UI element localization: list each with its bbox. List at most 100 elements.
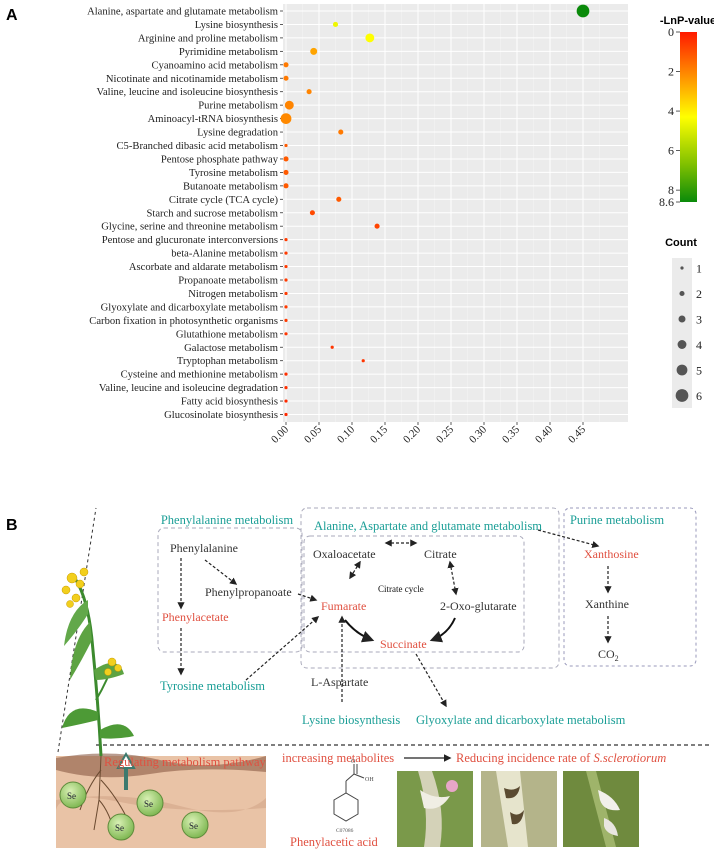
size-legend-dot xyxy=(677,340,687,349)
bubble xyxy=(283,156,289,162)
label-phenylacetic-acid: Phenylacetic acid xyxy=(290,835,379,849)
size-legend-dot xyxy=(679,290,685,297)
pathway-label: Lysine degradation xyxy=(197,128,279,139)
bubble xyxy=(306,89,312,95)
bubble xyxy=(310,47,318,55)
pathway-label: Ascorbate and aldarate metabolism xyxy=(129,262,279,273)
size-legend-label: 4 xyxy=(696,338,702,352)
pathway-label: Glucosinolate biosynthesis xyxy=(164,410,278,421)
pathway-label: Carbon fixation in photosynthetic organi… xyxy=(89,316,278,327)
pathway-label: Lysine biosynthesis xyxy=(195,20,278,31)
phenylalanine-metabolism-title: Phenylalanine metabolism xyxy=(161,513,294,527)
atom-o: O xyxy=(351,759,356,765)
metabolite-phenylalanine: Phenylalanine xyxy=(170,541,238,555)
bubble xyxy=(332,21,339,28)
bubble xyxy=(283,62,289,68)
size-legend-dot xyxy=(676,364,688,376)
size-legend-label: 6 xyxy=(696,389,702,403)
bubble xyxy=(283,169,289,175)
phenylalanine-box xyxy=(157,527,303,653)
color-bar-tick-label: 2 xyxy=(668,65,674,79)
size-legend: Count 1 2 3 4 5 6 xyxy=(665,237,702,408)
bubble xyxy=(338,129,344,135)
metabolite-succinate: Succinate xyxy=(380,637,427,651)
purine-metabolism-title: Purine metabolism xyxy=(570,513,664,527)
x-tick-label: 0.30 xyxy=(467,423,489,445)
size-legend-box xyxy=(672,258,692,408)
x-tick-label: 0.00 xyxy=(269,423,291,445)
pathway-label: Valine, leucine and isoleucine biosynthe… xyxy=(96,87,278,98)
bubble xyxy=(284,305,288,309)
size-legend-dot xyxy=(678,315,686,323)
pathway-label: Propanoate metabolism xyxy=(178,276,278,287)
color-bar xyxy=(680,32,697,202)
size-legend-label: 2 xyxy=(696,287,702,301)
bubble xyxy=(374,223,380,229)
pathway-tyrosine-metabolism: Tyrosine metabolism xyxy=(160,679,265,693)
se-label: Se xyxy=(67,791,76,801)
bubble xyxy=(336,196,342,202)
metabolite-xanthine: Xanthine xyxy=(585,597,629,611)
bubble xyxy=(284,386,288,390)
pathway-label: Glycine, serine and threonine metabolism xyxy=(101,222,279,233)
photo-plant-stem-3 xyxy=(563,771,639,847)
color-bar-tick-label: 8.6 xyxy=(659,195,674,209)
pathway-label: Arginine and proline metabolism xyxy=(138,33,279,44)
se-label: Se xyxy=(144,799,153,809)
x-tick-label: 0.15 xyxy=(368,423,390,445)
x-tick-label: 0.35 xyxy=(500,423,522,445)
pathway-label: Nicotinate and nicotinamide metabolism xyxy=(106,74,279,85)
bubble xyxy=(284,278,288,282)
color-bar-tick-label: 4 xyxy=(668,104,674,118)
pathway-label: Glutathione metabolism xyxy=(176,329,279,340)
label-increasing-metabolites: increasing metabolites xyxy=(282,751,394,765)
bubble xyxy=(284,399,288,403)
pathway-label: Valine, leucine and isoleucine degradati… xyxy=(99,383,279,394)
pathway-label: Glyoxylate and dicarboxylate metabolism xyxy=(101,302,279,313)
metabolite-fumarate: Fumarate xyxy=(321,599,366,613)
pathway-glyoxylate-metabolism: Glyoxylate and dicarboxylate metabolism xyxy=(416,713,626,727)
color-bar-tick-label: 8 xyxy=(668,183,674,197)
pathway-label: C5-Branched dibasic acid metabolism xyxy=(116,141,278,152)
bubble xyxy=(576,4,590,18)
bubble-chart: Alanine, aspartate and glutamate metabol… xyxy=(87,4,628,446)
size-legend-label: 1 xyxy=(696,262,702,276)
bubble xyxy=(284,251,288,255)
bubble xyxy=(284,318,288,322)
alanine-metabolism-title: Alanine, Aspartate and glutamate metabol… xyxy=(314,519,542,533)
pathway-label: Citrate cycle (TCA cycle) xyxy=(169,195,279,206)
color-bar-ticks: 0 2 4 6 88.6 xyxy=(659,25,680,209)
bubble xyxy=(330,345,334,349)
photo-plant-stem-1 xyxy=(397,771,473,847)
pathway-label: Cysteine and methionine metabolism xyxy=(121,370,279,381)
bubble xyxy=(284,412,288,417)
x-tick-label: 0.05 xyxy=(302,423,324,445)
panel-letter-a: A xyxy=(6,7,18,24)
photo-plant-stem-2 xyxy=(481,771,557,847)
metabolite-citrate: Citrate xyxy=(424,547,457,561)
size-legend-dot xyxy=(680,266,684,270)
pathway-label: Cyanoamino acid metabolism xyxy=(151,60,278,71)
metabolite-co2: CO2 xyxy=(598,647,619,663)
soil-surface xyxy=(56,753,266,778)
upward-arrow-head xyxy=(116,751,136,769)
se-label: Se xyxy=(189,821,198,831)
pathway-label: Tyrosine metabolism xyxy=(189,168,279,179)
metabolite-phenylpropanoate: Phenylpropanoate xyxy=(205,585,292,599)
alanine-box xyxy=(300,507,560,669)
bubble xyxy=(365,33,375,43)
color-bar-tick-label: 0 xyxy=(668,25,674,39)
pathway-label: Purine metabolism xyxy=(198,101,278,112)
pathway-lysine-biosynthesis: Lysine biosynthesis xyxy=(302,713,400,727)
color-legend: -LnP-value 0 2 4 6 88.6 xyxy=(659,15,714,209)
pathway-label: Pentose phosphate pathway xyxy=(161,154,279,165)
phenylacetic-acid-structure xyxy=(333,764,365,822)
x-tick-label: 0.20 xyxy=(401,423,423,445)
metabolite-phenylacetate: Phenylacetate xyxy=(162,610,229,624)
cycle-arrows xyxy=(344,617,456,643)
pathway-labels: Alanine, aspartate and glutamate metabol… xyxy=(87,7,279,422)
pathway-label: Pentose and glucuronate interconversions xyxy=(102,235,278,246)
x-tick-label: 0.10 xyxy=(335,423,357,445)
citrate-cycle-box xyxy=(303,535,525,653)
pathway-label: Aminoacyl-tRNA biosynthesis xyxy=(148,114,278,125)
